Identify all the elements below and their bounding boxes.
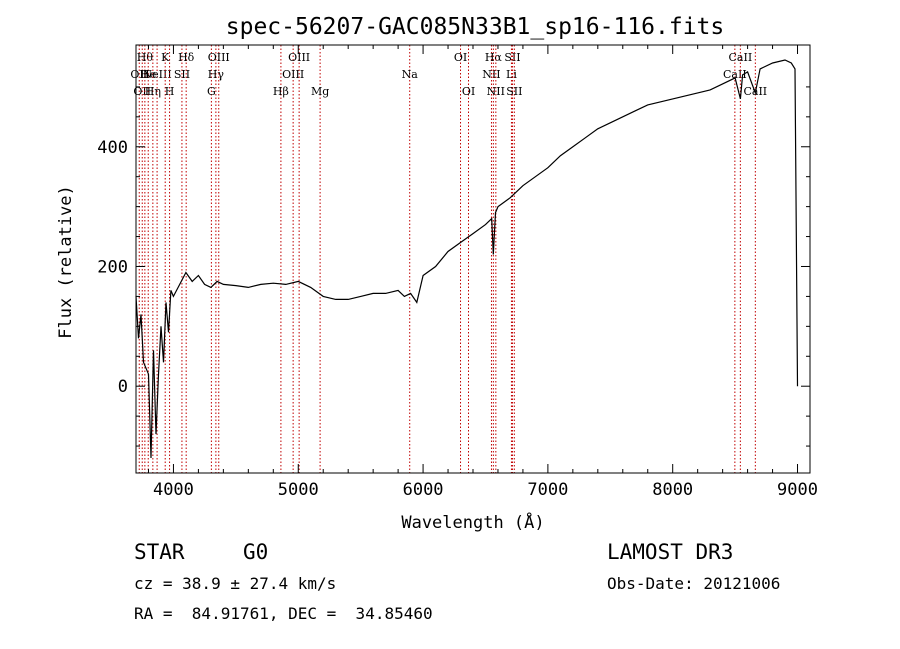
y-tick-label-0: 0 [118, 377, 128, 397]
line-label-7: H [165, 85, 175, 98]
axes: 4000 5000 6000 7000 8000 9000 0 200 400 [97, 45, 818, 500]
line-label-12: OIII [208, 51, 230, 64]
line-label-8: SII [174, 68, 190, 81]
x-axis-label: Wavelength (Å) [401, 511, 544, 533]
line-label-23: Li [506, 68, 517, 81]
line-label-16: Mg [311, 85, 329, 98]
coordinates: RA = 84.91761, DEC = 34.85460 [134, 604, 433, 623]
flux-line [135, 59, 799, 459]
x-tick-label-4: 8000 [652, 480, 693, 500]
line-label-27: CaII [729, 51, 753, 64]
line-label-24: SII [504, 51, 520, 64]
line-label-1: OII [133, 85, 151, 98]
plot-frame [135, 44, 811, 474]
subclass: G0 [243, 540, 269, 564]
line-label-18: OI [454, 51, 467, 64]
line-label-3: He [140, 68, 156, 81]
redshift: cz = 38.9 ± 27.4 km/s [134, 574, 337, 593]
line-label-5: NeIII [143, 68, 172, 81]
survey-name: LAMOST DR3 [607, 540, 734, 564]
line-label-13: Hβ [273, 85, 289, 98]
line-label-19: OI [462, 85, 475, 98]
x-tick-label-1: 5000 [278, 480, 319, 500]
x-tick-label-2: 6000 [403, 480, 444, 500]
line-label-0: OII [130, 68, 148, 81]
x-tick-label-3: 7000 [527, 480, 568, 500]
x-tick-label-0: 4000 [153, 480, 194, 500]
y-tick-label-2: 400 [97, 138, 128, 158]
obs-date: Obs-Date: 20121006 [607, 574, 781, 593]
line-label-6: K [161, 51, 170, 64]
line-label-15: OIII [288, 51, 310, 64]
line-label-25: SII [506, 85, 522, 98]
chart-title: spec-56207-GAC085N33B1_sp16-116.fits [226, 14, 725, 40]
y-tick-label-1: 200 [97, 257, 128, 277]
line-label-20: NII [482, 68, 500, 81]
object-class: STAR [134, 540, 185, 564]
x-tick-label-5: 9000 [777, 480, 818, 500]
spectrum-series [135, 59, 799, 459]
y-axis-label: Flux (relative) [56, 185, 76, 339]
line-label-11: Hγ [208, 68, 225, 81]
line-label-14: OIII [282, 68, 304, 81]
line-label-9: Hδ [178, 51, 195, 64]
line-label-22: NII [487, 85, 505, 98]
spectral-line-markers: OII OII Hθ He Hη NeIII K H SII Hδ G Hγ OIII Hβ OIII OII… [130, 45, 767, 473]
line-label-17: Na [402, 68, 419, 81]
line-label-21: Hα [485, 51, 503, 64]
line-label-2: Hθ [137, 51, 154, 64]
line-label-4: Hη [145, 85, 161, 98]
line-label-10: G [207, 85, 216, 98]
